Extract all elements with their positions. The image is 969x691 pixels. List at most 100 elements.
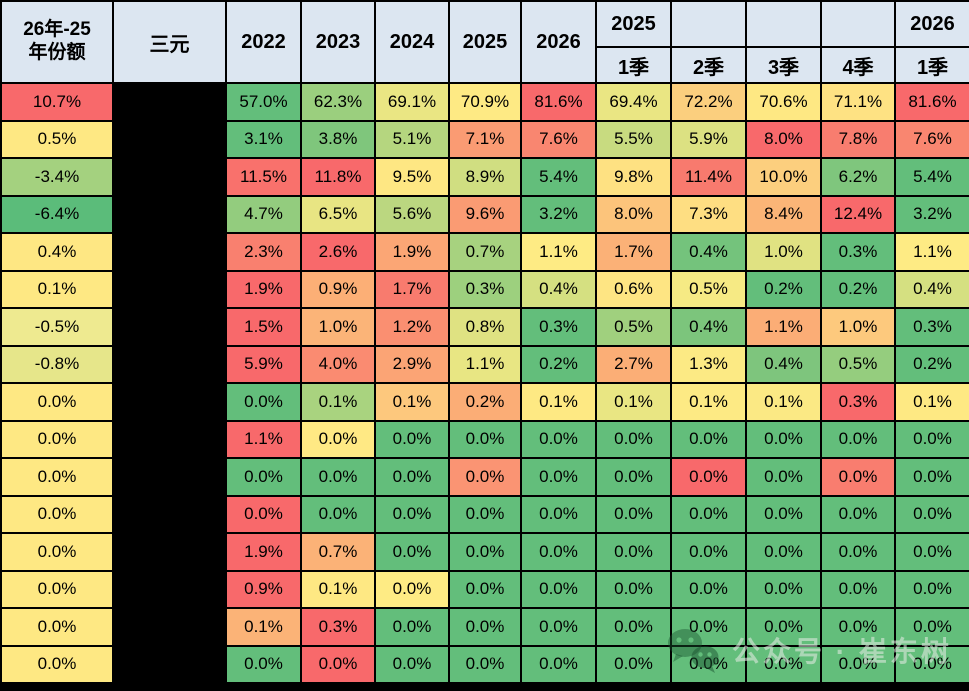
redacted-cell xyxy=(112,157,227,197)
heat-cell: 0.7% xyxy=(448,232,522,272)
heat-cell: 3.2% xyxy=(520,194,597,234)
redacted-cell xyxy=(112,344,227,384)
heat-cell: 8.0% xyxy=(595,194,672,234)
heat-cell: 0.0% xyxy=(520,644,597,684)
heat-cell: 69.4% xyxy=(595,82,672,122)
heat-cell: 0.0% xyxy=(374,607,450,647)
share-diff-cell: 0.0% xyxy=(0,644,114,684)
heat-cell: 0.0% xyxy=(894,457,969,497)
quarter-header-q4: 4季 xyxy=(820,46,896,84)
heat-cell: 0.0% xyxy=(670,419,747,459)
heat-cell: 1.0% xyxy=(745,232,822,272)
heat-cell: 0.0% xyxy=(520,457,597,497)
quarter-group-header-empty xyxy=(745,0,822,48)
heat-cell: 69.1% xyxy=(374,82,450,122)
heat-cell: 0.5% xyxy=(670,269,747,309)
heat-cell: 0.0% xyxy=(595,457,672,497)
heat-cell: 0.2% xyxy=(448,382,522,422)
redacted-cell xyxy=(112,194,227,234)
heat-cell: 72.2% xyxy=(670,82,747,122)
quarter-group-header-2026: 2026 xyxy=(894,0,969,48)
heat-cell: 0.0% xyxy=(520,419,597,459)
redacted-cell xyxy=(112,457,227,497)
heat-cell: 5.6% xyxy=(374,194,450,234)
heat-cell: 0.0% xyxy=(894,494,969,534)
heat-cell: 0.0% xyxy=(374,644,450,684)
share-diff-cell: 0.5% xyxy=(0,119,114,159)
table-row: 0.4% 2.3% 2.6% 1.9% 0.7% 1.1% 1.7% 0.4% 1.0% 0.3%… xyxy=(0,232,969,272)
share-diff-cell: -6.4% xyxy=(0,194,114,234)
heat-cell: 0.4% xyxy=(745,344,822,384)
heat-cell: 0.0% xyxy=(595,494,672,534)
table-row: 0.5% 3.1% 3.8% 5.1% 7.1% 7.6% 5.5% 5.9% 8.0% 7.8%… xyxy=(0,119,969,159)
heat-cell: 1.1% xyxy=(225,419,302,459)
share-diff-cell: 0.0% xyxy=(0,457,114,497)
heat-cell: 1.2% xyxy=(374,307,450,347)
table-row: 0.0% 0.0% 0.0% 0.0% 0.0% 0.0% 0.0% 0.0% 0.0% 0.0%… xyxy=(0,457,969,497)
heat-cell: 0.3% xyxy=(448,269,522,309)
heat-cell: 0.0% xyxy=(448,532,522,572)
heat-cell: 4.0% xyxy=(300,344,376,384)
heat-cell: 0.3% xyxy=(820,382,896,422)
heat-cell: 2.7% xyxy=(595,344,672,384)
table-row: 0.0% 0.0% 0.0% 0.0% 0.0% 0.0% 0.0% 0.0% 0.0% 0.0%… xyxy=(0,644,969,684)
heat-cell: 9.5% xyxy=(374,157,450,197)
share-diff-cell: 0.0% xyxy=(0,532,114,572)
heat-cell: 0.6% xyxy=(595,269,672,309)
heat-cell: 0.0% xyxy=(745,607,822,647)
heat-cell: 0.0% xyxy=(374,532,450,572)
heat-cell: 0.1% xyxy=(300,382,376,422)
heat-cell: 1.5% xyxy=(225,307,302,347)
heat-cell: 1.1% xyxy=(745,307,822,347)
table-row: 10.7% 57.0% 62.3% 69.1% 70.9% 81.6% 69.4% 72.2%… xyxy=(0,82,969,122)
quarter-group-header-empty xyxy=(820,0,896,48)
heat-cell: 71.1% xyxy=(820,82,896,122)
redacted-cell xyxy=(112,82,227,122)
heat-cell: 0.0% xyxy=(894,569,969,609)
heat-cell: 0.0% xyxy=(820,532,896,572)
heat-cell: 1.1% xyxy=(520,232,597,272)
heat-cell: 6.2% xyxy=(820,157,896,197)
year-header-2024: 2024 xyxy=(374,0,450,84)
heat-cell: 0.0% xyxy=(448,569,522,609)
table-row: 0.0% 0.0% 0.1% 0.1% 0.2% 0.1% 0.1% 0.1% 0.1% 0.3%… xyxy=(0,382,969,422)
heat-cell: 8.4% xyxy=(745,194,822,234)
heat-cell: 0.0% xyxy=(300,419,376,459)
heat-cell: 0.1% xyxy=(595,382,672,422)
heat-cell: 0.9% xyxy=(300,269,376,309)
heat-cell: 2.9% xyxy=(374,344,450,384)
table-row: 0.0% 1.1% 0.0% 0.0% 0.0% 0.0% 0.0% 0.0% 0.0% 0.0%… xyxy=(0,419,969,459)
heat-cell: 0.1% xyxy=(894,382,969,422)
redacted-cell xyxy=(112,532,227,572)
share-diff-cell: 0.0% xyxy=(0,494,114,534)
heat-cell: 0.0% xyxy=(225,644,302,684)
heat-cell: 0.0% xyxy=(595,569,672,609)
heat-cell: 0.0% xyxy=(670,644,747,684)
heat-cell: 8.9% xyxy=(448,157,522,197)
heat-cell: 5.1% xyxy=(374,119,450,159)
heat-cell: 0.3% xyxy=(820,232,896,272)
redacted-cell xyxy=(112,494,227,534)
heat-cell: 0.1% xyxy=(374,382,450,422)
heat-cell: 0.0% xyxy=(520,532,597,572)
table-row: 0.0% 0.0% 0.0% 0.0% 0.0% 0.0% 0.0% 0.0% 0.0% 0.0%… xyxy=(0,494,969,534)
heat-cell: 0.0% xyxy=(745,419,822,459)
heat-cell: 1.9% xyxy=(374,232,450,272)
heat-cell: 0.0% xyxy=(225,382,302,422)
redacted-cell xyxy=(112,307,227,347)
heat-cell: 7.1% xyxy=(448,119,522,159)
heat-cell: 0.0% xyxy=(374,569,450,609)
heat-cell: 0.0% xyxy=(448,457,522,497)
heat-cell: 0.0% xyxy=(820,607,896,647)
heat-cell: 1.1% xyxy=(448,344,522,384)
table-row: 0.0% 0.9% 0.1% 0.0% 0.0% 0.0% 0.0% 0.0% 0.0% 0.0%… xyxy=(0,569,969,609)
heat-cell: 62.3% xyxy=(300,82,376,122)
year-header-2026: 2026 xyxy=(520,0,597,84)
heat-cell: 0.0% xyxy=(820,569,896,609)
heat-cell: 0.0% xyxy=(520,494,597,534)
heat-cell: 0.0% xyxy=(520,607,597,647)
heat-cell: 81.6% xyxy=(894,82,969,122)
heat-cell: 0.2% xyxy=(520,344,597,384)
heat-cell: 0.1% xyxy=(520,382,597,422)
heat-cell: 0.4% xyxy=(670,232,747,272)
